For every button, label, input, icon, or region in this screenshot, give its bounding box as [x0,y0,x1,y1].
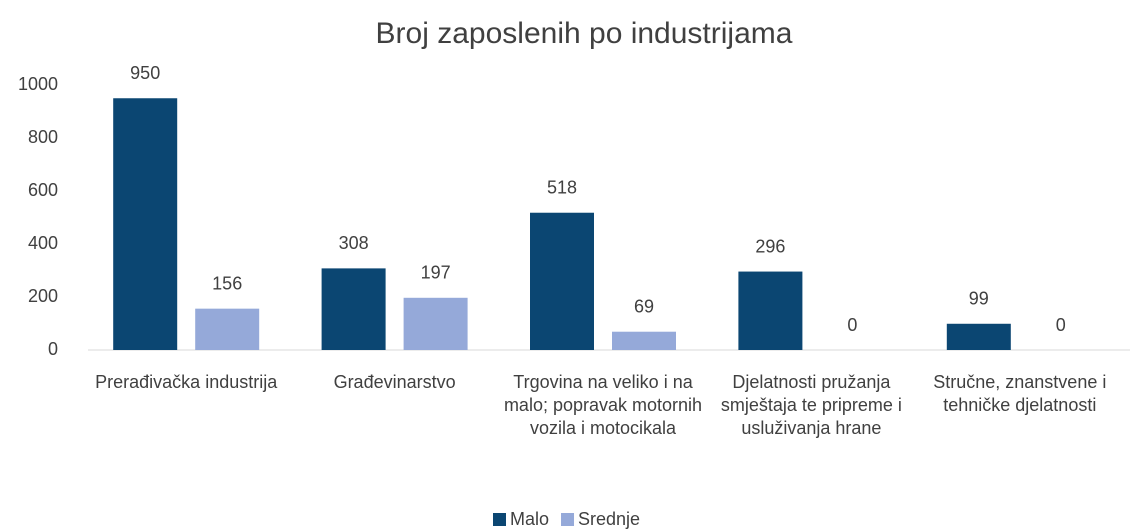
y-tick-label: 200 [28,286,58,306]
bar [403,297,468,350]
chart-title: Broj zaposlenih po industrijama [376,17,793,50]
y-tick-label: 600 [28,180,58,200]
bar [612,331,676,350]
x-tick-label: Prerađivačka industrija [95,372,278,392]
legend-label: Malo [510,509,549,529]
legend-swatch [561,513,575,526]
bar [195,308,260,350]
x-tick-label: Trgovina na veliko i na malo; popravak m… [503,372,703,438]
bar [321,268,386,350]
y-tick-label: 1000 [18,74,58,94]
data-label: 99 [969,289,989,309]
bar [738,271,803,350]
data-label: 308 [339,233,369,253]
data-label: 296 [755,236,785,256]
legend-label: Srednje [578,509,640,529]
legend-swatch [493,513,506,526]
bar [113,98,178,350]
data-label: 0 [1056,315,1066,335]
bar [530,212,594,350]
data-label: 197 [421,263,451,283]
data-label: 69 [634,296,654,316]
y-tick-label: 400 [28,233,58,253]
data-label: 156 [212,273,242,293]
data-label: 0 [847,315,857,335]
x-tick-label: Građevinarstvo [333,372,456,392]
y-tick-label: 800 [28,127,58,147]
x-tick-label: Stručne, znanstvene i tehničke djelatnos… [933,372,1107,415]
y-tick-label: 0 [48,339,58,359]
x-tick-label: Djelatnosti pružanja smještaja te pripre… [720,372,902,438]
data-label: 950 [130,63,160,83]
bar [946,323,1011,350]
data-label: 518 [547,177,577,197]
